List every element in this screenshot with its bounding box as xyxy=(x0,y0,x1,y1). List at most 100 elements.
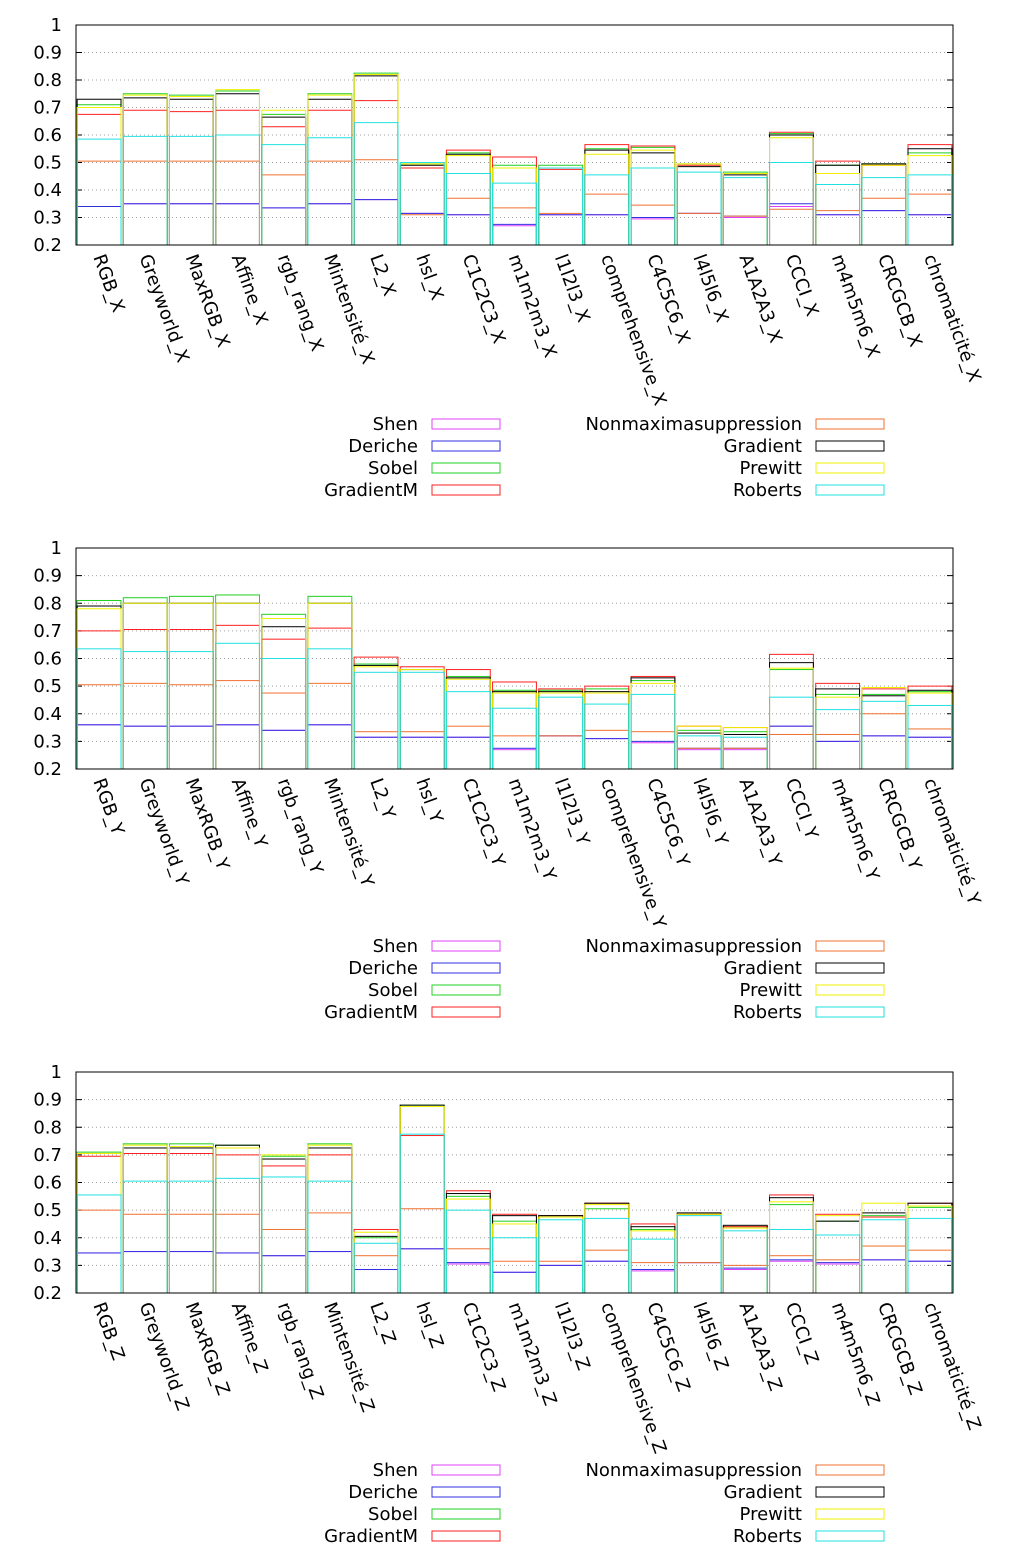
bar-shen-3 xyxy=(215,724,260,770)
legend-swatch-prewitt xyxy=(815,984,885,996)
legend-swatch-sobel xyxy=(431,462,501,474)
legend-swatch-gradient xyxy=(815,440,885,452)
y-tick-label: 0.4 xyxy=(33,1228,62,1249)
legend-swatch-gradient xyxy=(815,962,885,974)
bar-roberts-6 xyxy=(353,671,399,770)
bar-nonmaximasuppression-14 xyxy=(722,747,768,770)
bar-deriche-2 xyxy=(168,1251,214,1294)
bar-prewitt-3 xyxy=(215,89,260,246)
bar-shen-3 xyxy=(215,1252,260,1294)
bar-sobel-13 xyxy=(676,1213,722,1294)
bar-gradient-11 xyxy=(584,1202,630,1294)
y-tick-label: 0.7 xyxy=(33,98,62,119)
plot-frame xyxy=(75,547,954,770)
legend-label-nonmaximasuppression: Nonmaximasuppression xyxy=(585,414,802,435)
bar-deriche-12 xyxy=(630,740,676,770)
bar-roberts-7 xyxy=(399,162,445,246)
bar-deriche-12 xyxy=(630,217,676,246)
bar-nonmaximasuppression-4 xyxy=(261,692,307,770)
category-label: m1m2m3_Z xyxy=(504,1300,561,1409)
bar-gradientm-14 xyxy=(722,1226,768,1294)
bar-deriche-6 xyxy=(353,199,399,246)
bar-deriche-11 xyxy=(584,214,630,246)
y-tick-label: 0.6 xyxy=(33,1173,62,1194)
bar-shen-10 xyxy=(538,1264,584,1294)
bar-roberts-2 xyxy=(168,651,214,770)
category-label: MaxRGB_X xyxy=(181,252,234,351)
y-tick-label: 1 xyxy=(51,538,62,559)
bar-sobel-5 xyxy=(307,1143,353,1294)
bar-gradientm-17 xyxy=(861,1216,907,1294)
bar-gradient-13 xyxy=(676,166,722,246)
bar-prewitt-18 xyxy=(907,155,953,246)
bar-gradientm-3 xyxy=(215,1154,260,1294)
bar-prewitt-9 xyxy=(492,1223,537,1294)
bar-sobel-7 xyxy=(399,669,445,770)
y-tick-label: 0.2 xyxy=(33,759,62,780)
bar-roberts-8 xyxy=(445,691,491,770)
bar-sobel-6 xyxy=(353,663,399,770)
bar-gradient-10 xyxy=(538,691,584,770)
bar-gradientm-8 xyxy=(445,669,491,770)
bar-gradient-15 xyxy=(769,1197,814,1294)
bar-deriche-0 xyxy=(76,724,122,770)
bar-shen-6 xyxy=(353,736,399,770)
bar-shen-16 xyxy=(815,740,861,770)
legend-label-gradientm: GradientM xyxy=(324,1002,418,1023)
bar-shen-1 xyxy=(122,1251,168,1294)
bar-roberts-8 xyxy=(445,1209,491,1294)
bar-deriche-14 xyxy=(722,215,768,246)
bar-roberts-11 xyxy=(584,1217,630,1294)
bar-shen-14 xyxy=(722,217,768,246)
bar-gradientm-18 xyxy=(907,144,953,246)
legend-label-roberts: Roberts xyxy=(733,1526,802,1547)
bar-prewitt-8 xyxy=(445,678,491,770)
legend-swatch-prewitt xyxy=(815,462,885,474)
bar-gradient-7 xyxy=(399,669,445,770)
bar-gradient-0 xyxy=(76,1152,122,1294)
category-label: A1A2A3_Y xyxy=(735,776,786,870)
bar-sobel-3 xyxy=(215,594,260,770)
bar-nonmaximasuppression-11 xyxy=(584,1249,630,1294)
category-label: C1C2C3_Y xyxy=(458,776,510,871)
category-label: RGB_Z xyxy=(88,1300,128,1364)
bar-roberts-15 xyxy=(769,696,814,770)
bar-deriche-15 xyxy=(769,725,814,770)
bar-shen-13 xyxy=(676,749,722,770)
y-tick-label: 0.3 xyxy=(33,1255,62,1276)
legend-label-shen: Shen xyxy=(373,936,418,957)
bar-prewitt-10 xyxy=(538,692,584,770)
y-tick-label: 0.5 xyxy=(33,676,62,697)
bar-shen-10 xyxy=(538,214,584,246)
bar-shen-4 xyxy=(261,729,307,770)
bar-roberts-11 xyxy=(584,174,630,246)
bar-deriche-5 xyxy=(307,724,353,770)
bar-deriche-16 xyxy=(815,740,861,770)
category-label: CRCGCB_Y xyxy=(873,776,926,874)
bar-deriche-15 xyxy=(769,203,814,246)
category-label: MaxRGB_Z xyxy=(181,1300,234,1399)
y-tick-label: 0.9 xyxy=(33,1090,62,1111)
bar-deriche-9 xyxy=(492,747,537,770)
bar-sobel-11 xyxy=(584,148,630,246)
bar-shen-9 xyxy=(492,749,537,770)
bar-shen-13 xyxy=(676,1262,722,1294)
legend-swatch-nonmaximasuppression xyxy=(815,418,885,430)
bar-nonmaximasuppression-0 xyxy=(76,1209,122,1294)
bar-roberts-1 xyxy=(122,135,168,246)
bar-nonmaximasuppression-0 xyxy=(76,684,122,770)
plot-frame xyxy=(75,1071,954,1294)
bar-nonmaximasuppression-2 xyxy=(168,160,214,246)
bar-sobel-0 xyxy=(76,104,122,246)
bar-gradient-16 xyxy=(815,1220,861,1294)
bar-prewitt-10 xyxy=(538,167,584,246)
legend-label-gradient: Gradient xyxy=(724,436,802,457)
bar-roberts-14 xyxy=(722,736,768,770)
bar-nonmaximasuppression-10 xyxy=(538,212,584,246)
category-label: C4C5C6_Y xyxy=(642,776,694,871)
bar-prewitt-12 xyxy=(630,1230,676,1294)
bar-nonmaximasuppression-15 xyxy=(769,208,814,246)
category-label: CCCI_Z xyxy=(781,1300,823,1368)
bar-deriche-3 xyxy=(215,724,260,770)
bar-gradientm-15 xyxy=(769,131,814,246)
